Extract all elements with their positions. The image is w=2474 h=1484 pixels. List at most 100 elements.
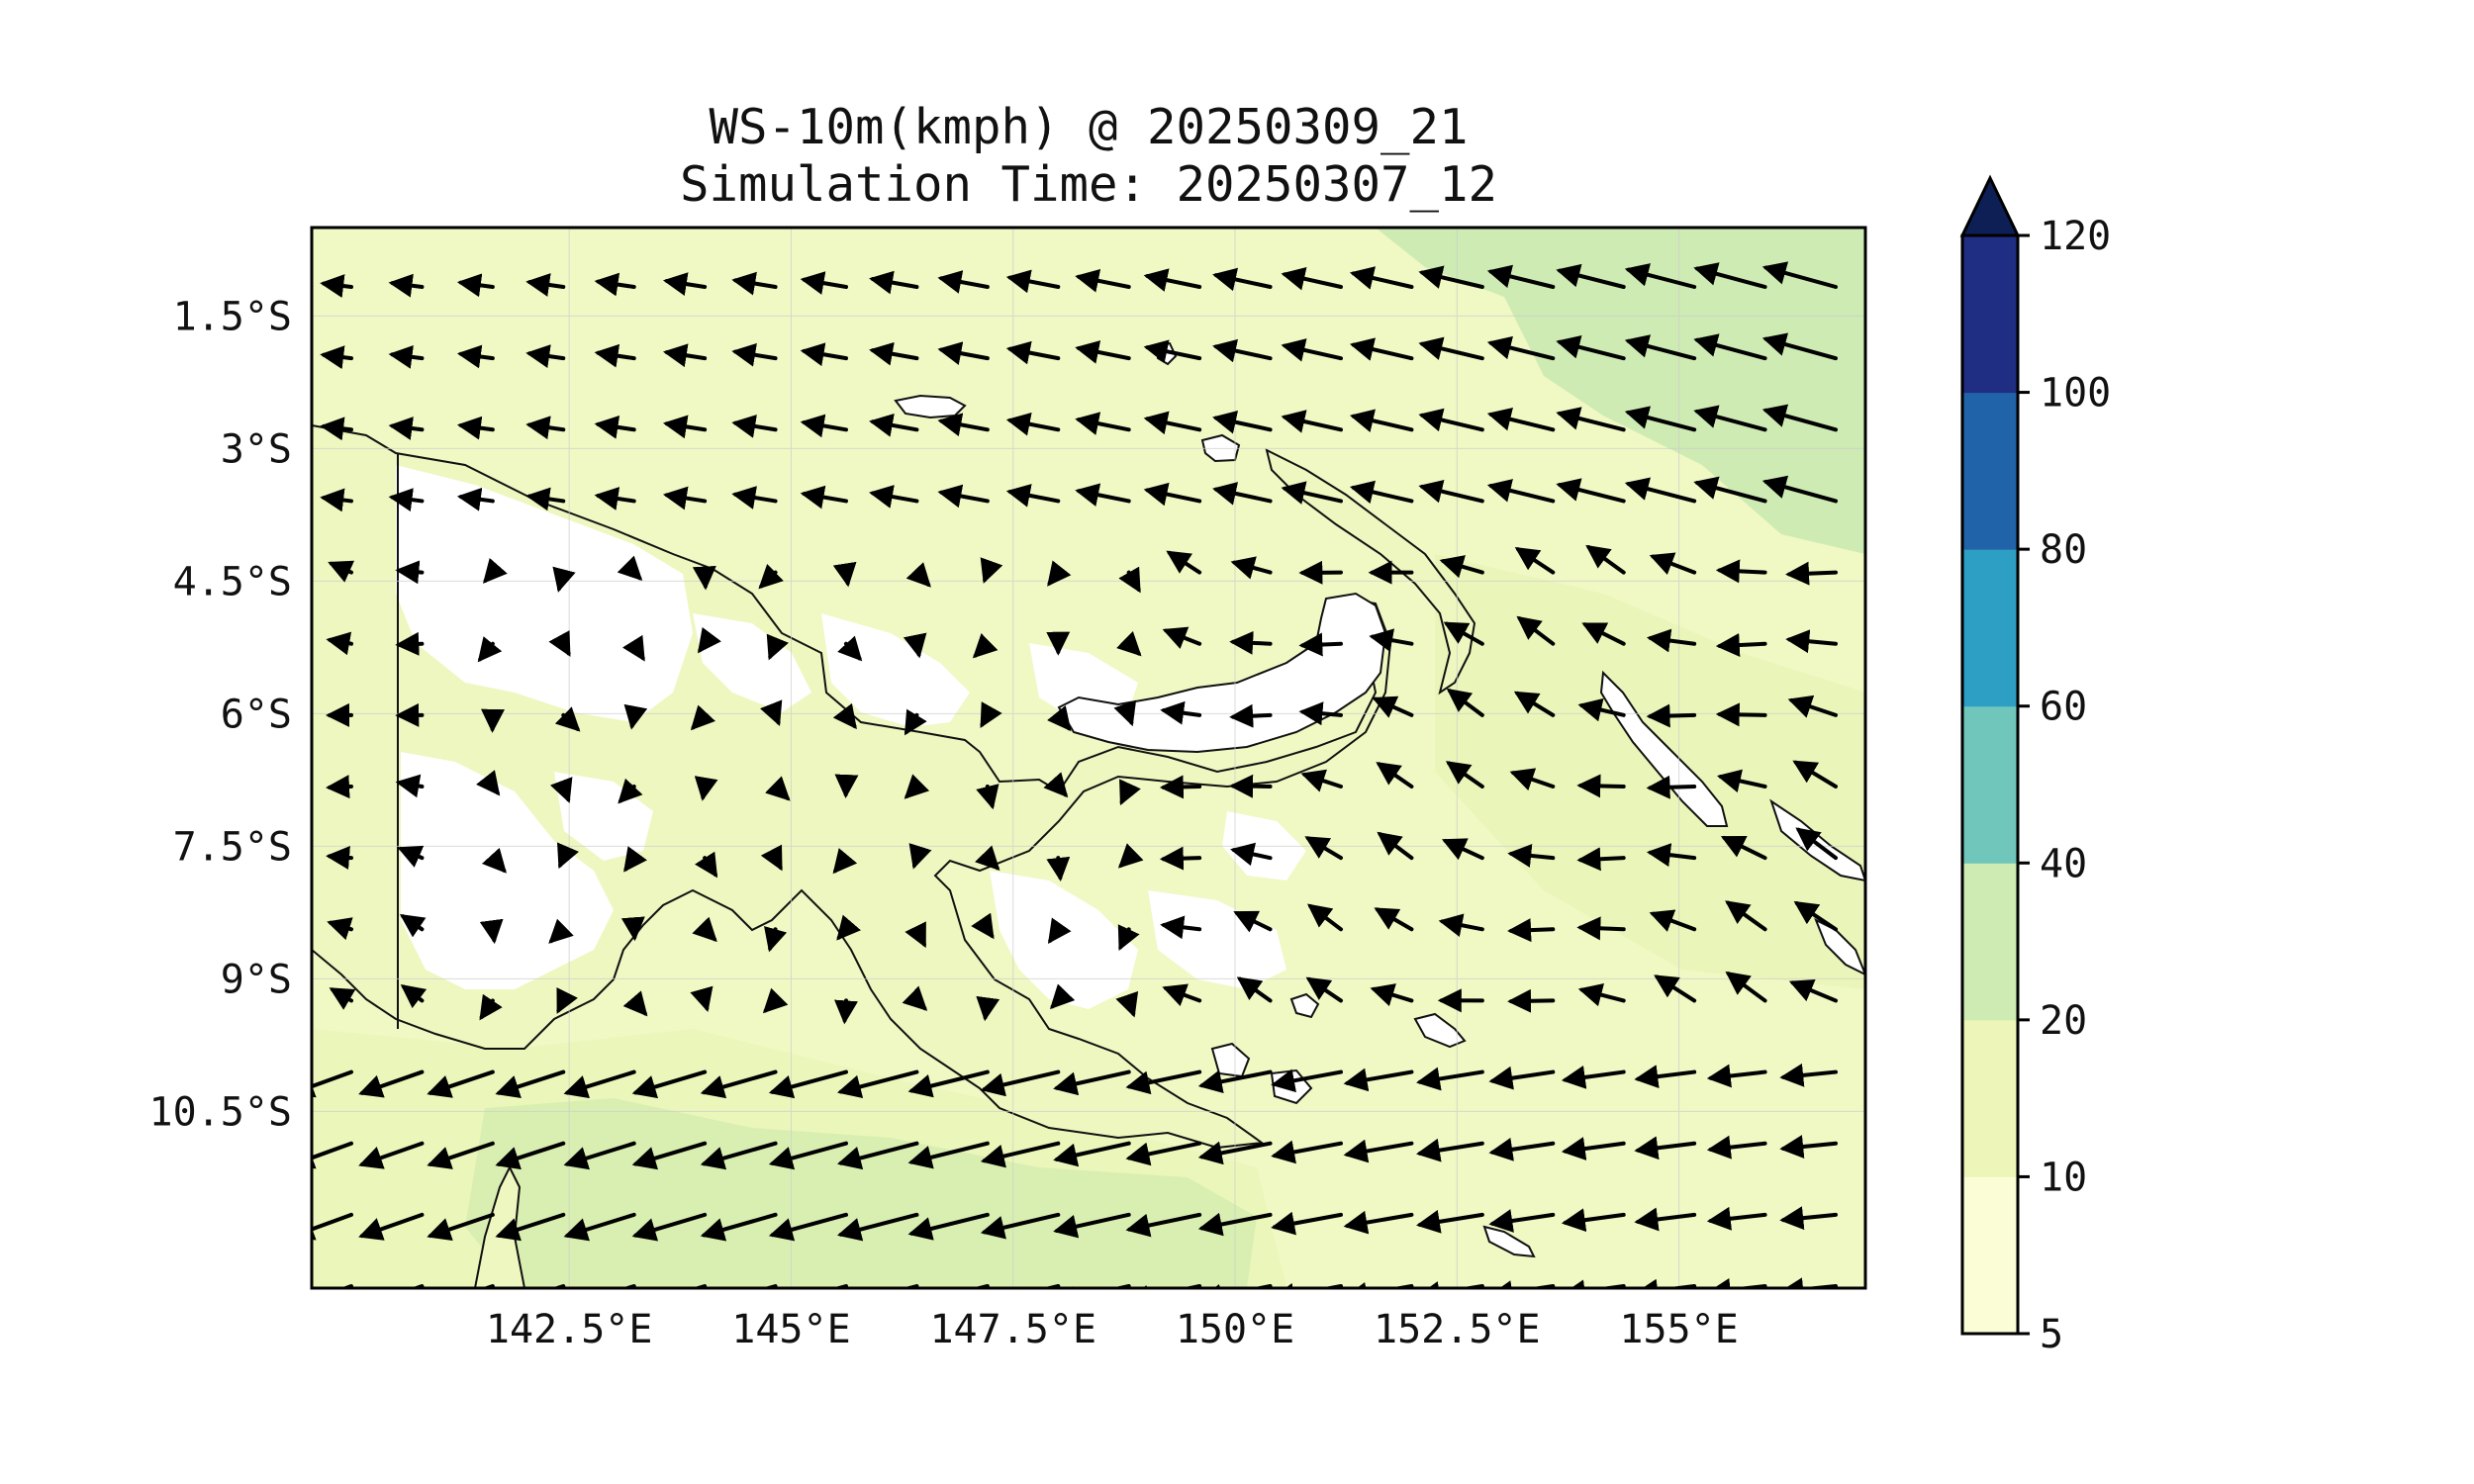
- wind-arrow: [1376, 762, 1414, 788]
- wind-arrow: [1053, 1141, 1131, 1167]
- wind-arrow: [1507, 918, 1556, 943]
- wind-arrow: [563, 1141, 636, 1170]
- wind-arrow: [1197, 1212, 1273, 1237]
- wind-arrow: [1693, 333, 1767, 361]
- wind-arrow: [631, 1069, 708, 1099]
- wind-arrow: [1075, 483, 1131, 507]
- x-axis: 142.5°E 145°E 147.5°E 150°E 152.5°E 155°E: [486, 1307, 1739, 1352]
- wind-arrow: [760, 844, 783, 872]
- wind-arrow: [456, 273, 495, 298]
- wind-arrow: [937, 413, 990, 437]
- wind-arrow: [1561, 1066, 1626, 1089]
- wind-arrow: [832, 848, 858, 875]
- wind-arrow: [1300, 769, 1343, 792]
- wind-arrow: [869, 341, 919, 366]
- wind-arrow: [903, 632, 927, 659]
- wind-arrow: [1143, 411, 1202, 435]
- wind-arrow: [766, 633, 789, 661]
- wind-arrow: [525, 487, 566, 511]
- wind-arrow: [768, 1212, 848, 1242]
- wind-arrow: [1788, 978, 1838, 1003]
- wind-arrow: [976, 784, 999, 810]
- wind-arrow: [980, 1069, 1061, 1097]
- wind-arrow: [1236, 976, 1273, 1003]
- wind-arrow: [1005, 269, 1061, 294]
- wind-arrow: [1160, 700, 1202, 725]
- wind-arrow: [692, 565, 716, 591]
- wind-arrow: [623, 703, 648, 730]
- wind-arrow: [1230, 556, 1273, 580]
- wind-arrow: [1370, 983, 1414, 1007]
- wind-arrow: [1725, 971, 1767, 1003]
- wind-arrow: [548, 630, 571, 657]
- wind-arrow: [1779, 1135, 1838, 1159]
- wind-arrow: [765, 776, 791, 801]
- y-tick-label: 3°S: [221, 426, 292, 472]
- wind-arrow: [1306, 903, 1343, 932]
- wind-arrow: [525, 416, 566, 440]
- y-axis: 1.5°S 3°S 4.5°S 6°S 7.5°S 9°S 10.5°S: [149, 294, 293, 1135]
- wind-arrow: [800, 271, 848, 295]
- mid-wind-east: [1435, 554, 1865, 989]
- wind-arrow: [1143, 482, 1202, 507]
- wind-arrow: [594, 272, 636, 297]
- wind-arrow: [1624, 477, 1697, 504]
- wind-arrow: [1556, 263, 1626, 289]
- wind-arrow: [1693, 405, 1767, 432]
- wind-arrow: [907, 1212, 990, 1241]
- wind-arrow: [631, 1141, 708, 1170]
- wind-arrow: [631, 1212, 708, 1242]
- colorbar-label: 10: [2040, 1155, 2087, 1200]
- wind-arrow: [1785, 561, 1838, 586]
- wind-arrow: [495, 1212, 566, 1242]
- wind-arrow: [312, 1069, 353, 1098]
- wind-arrow: [476, 770, 501, 796]
- wind-arrow: [1049, 983, 1076, 1010]
- wind-arrow: [662, 486, 708, 510]
- wind-arrow: [1787, 695, 1838, 718]
- wind-arrow: [1706, 1135, 1767, 1159]
- wind-arrow: [1443, 621, 1484, 646]
- colorbar-segment: [1962, 863, 2018, 1021]
- wind-arrow: [1298, 701, 1343, 726]
- map-panel: [312, 228, 1865, 1288]
- wind-arrow: [1197, 1141, 1273, 1165]
- wind-arrow: [617, 555, 643, 582]
- wind-arrow: [1343, 1139, 1414, 1163]
- wind-arrow: [1281, 410, 1343, 433]
- colorbar-label: 5: [2040, 1312, 2063, 1357]
- wind-arrow: [1119, 779, 1141, 806]
- wind-arrow: [1349, 409, 1414, 432]
- wind-arrow: [329, 987, 356, 1010]
- wind-arrow: [980, 557, 1003, 584]
- wind-arrow: [1377, 831, 1414, 861]
- wind-arrow: [1715, 559, 1767, 584]
- wind-arrow: [1693, 476, 1767, 504]
- wind-arrow: [1720, 835, 1767, 861]
- wind-arrow: [1556, 478, 1626, 504]
- wind-arrow: [1556, 335, 1626, 361]
- wind-arrow: [836, 1141, 919, 1170]
- wind-arrow: [1785, 629, 1838, 654]
- wind-arrow: [1418, 265, 1484, 289]
- wind-arrow: [1438, 913, 1484, 938]
- colorbar-label: 60: [2040, 685, 2087, 730]
- wind-arrow: [1716, 769, 1767, 793]
- x-tick-label: 142.5°E: [486, 1307, 653, 1352]
- wind-arrow: [1271, 1140, 1343, 1164]
- wind-arrow: [1725, 900, 1767, 932]
- wind-arrow: [690, 704, 715, 731]
- colorbar-label: 20: [2040, 998, 2087, 1044]
- wind-arrow: [326, 631, 353, 656]
- wind-arrow: [1514, 547, 1556, 575]
- wind-arrow: [1372, 696, 1414, 718]
- wind-arrow: [1488, 1137, 1556, 1161]
- wind-arrow: [908, 843, 932, 870]
- wind-arrow: [1706, 1064, 1767, 1088]
- x-tick-label: 147.5°E: [929, 1307, 1096, 1352]
- wind-arrow: [388, 273, 425, 298]
- wind-arrow: [759, 699, 783, 727]
- wind-arrow: [1053, 1069, 1131, 1096]
- wind-arrow: [563, 1069, 636, 1099]
- wind-arrow: [692, 916, 717, 943]
